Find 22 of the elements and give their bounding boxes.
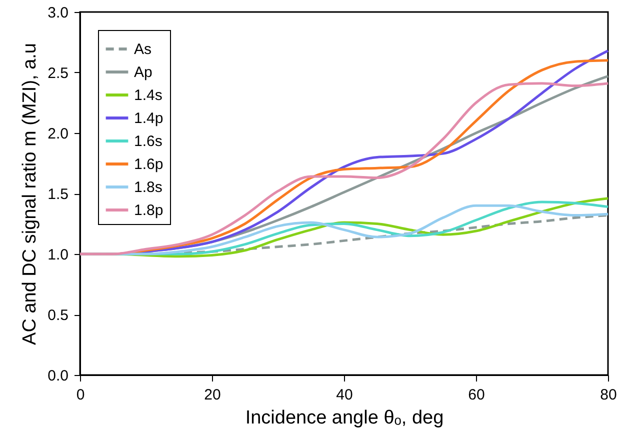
y-tick-label: 3.0 <box>48 4 68 22</box>
legend-label: 1.4p <box>134 110 164 127</box>
x-tick-label: 20 <box>204 386 221 404</box>
y-tick-label: 1.0 <box>48 246 68 264</box>
legend-label: 1.4s <box>134 87 162 104</box>
x-tick-label: 0 <box>76 386 85 404</box>
x-axis-title: Incidence angle θₒ, deg <box>245 408 444 428</box>
y-tick-label: 0.5 <box>48 307 68 324</box>
legend-label: Ap <box>134 64 152 81</box>
x-tick-label: 60 <box>468 386 485 404</box>
y-axis-title: AC and DC signal ratio m (MZI), a.u <box>20 43 41 345</box>
x-tick-label: 40 <box>336 386 353 404</box>
y-tick-label: 0.0 <box>48 368 68 384</box>
legend-label: As <box>134 41 152 58</box>
legend-label: 1.8p <box>134 202 164 219</box>
y-tick-label: 1.5 <box>48 186 68 203</box>
legend-label: 1.6s <box>134 133 162 150</box>
legend-label: 1.6p <box>134 156 164 173</box>
legend-label: 1.8s <box>134 179 162 196</box>
y-tick-label: 2.0 <box>48 126 68 142</box>
y-tick-label: 2.5 <box>48 65 68 82</box>
x-tick-label: 80 <box>600 386 617 404</box>
